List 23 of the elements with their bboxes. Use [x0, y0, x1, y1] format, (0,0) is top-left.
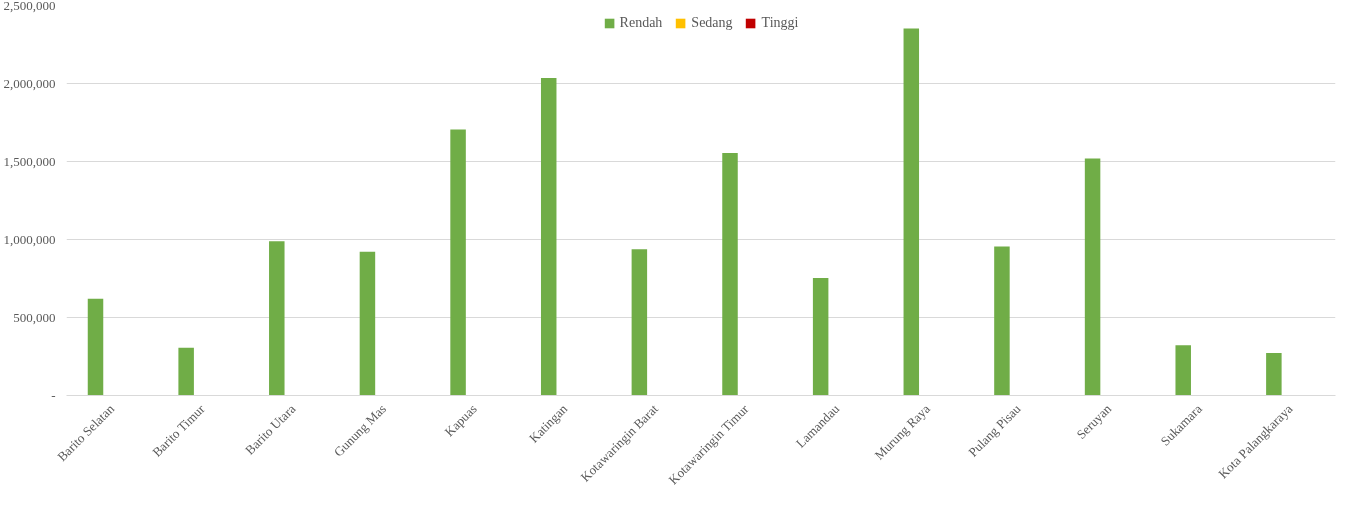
y-tick-label: 500,000 — [13, 309, 56, 325]
bar — [540, 78, 557, 396]
bar — [812, 277, 829, 396]
bar — [1266, 353, 1282, 396]
bar — [994, 246, 1010, 396]
legend-label: Tinggi — [761, 15, 799, 31]
legend-label: Rendah — [619, 15, 663, 31]
bar — [178, 347, 194, 396]
bar — [269, 241, 285, 396]
bar — [903, 28, 920, 396]
y-tick-label: 2,000,000 — [3, 75, 56, 91]
y-tick-label: 2,500,000 — [3, 0, 56, 13]
bar — [450, 129, 466, 396]
bar — [359, 251, 376, 396]
y-tick-label: - — [51, 387, 56, 403]
bar — [87, 298, 104, 396]
bar — [631, 249, 648, 396]
bar — [1175, 345, 1191, 396]
bar — [722, 153, 738, 396]
y-tick-label: 1,500,000 — [3, 153, 56, 169]
bar — [1084, 158, 1101, 396]
y-tick-label: 1,000,000 — [3, 231, 56, 247]
legend-label: Sedang — [691, 15, 733, 31]
